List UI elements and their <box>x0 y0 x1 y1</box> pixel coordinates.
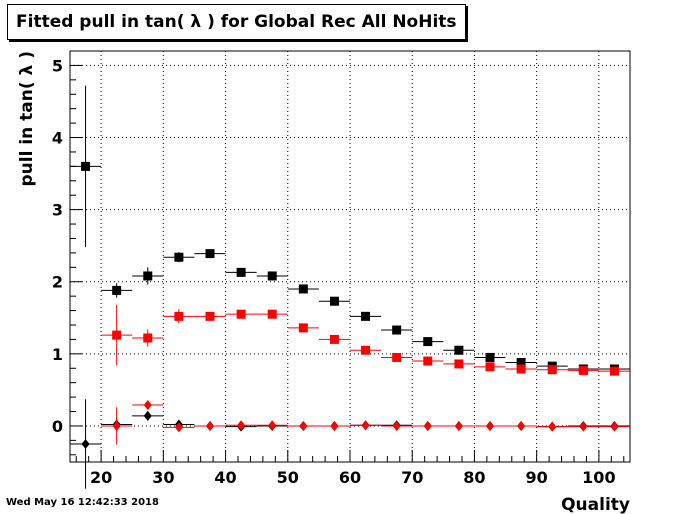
data-point-diamond <box>299 420 308 431</box>
x-axis-title: Quality <box>561 495 630 514</box>
data-point-square <box>423 356 433 366</box>
data-point-square <box>578 365 588 375</box>
data-point-diamond <box>610 421 619 432</box>
data-point-square <box>143 333 153 343</box>
title-box: Fitted pull in tan( λ ) for Global Rec A… <box>7 4 466 40</box>
data-point-square <box>329 334 339 344</box>
data-point-square <box>485 362 495 372</box>
data-point-square <box>329 296 339 306</box>
chart-title: Fitted pull in tan( λ ) for Global Rec A… <box>16 12 457 32</box>
series-3 <box>101 400 630 445</box>
data-point-diamond <box>392 420 401 431</box>
y-axis-title: pull in tan( λ ) <box>17 51 37 187</box>
data-point-diamond <box>237 420 246 431</box>
timestamp: Wed May 16 12:42:33 2018 <box>6 497 159 508</box>
data-point-diamond <box>174 422 183 433</box>
data-point-diamond <box>486 420 494 431</box>
data-point-square <box>112 330 122 340</box>
data-point-square <box>267 309 277 319</box>
x-tick-label: 70 <box>401 468 423 487</box>
y-tick-label: 4 <box>52 129 63 148</box>
data-point-diamond <box>361 420 370 431</box>
data-point-square <box>516 364 526 374</box>
data-point-diamond <box>143 410 152 421</box>
data-point-square <box>423 337 433 347</box>
x-tick-label: 80 <box>463 468 485 487</box>
y-tick-label: 5 <box>52 56 63 75</box>
x-tick-label: 40 <box>214 468 236 487</box>
data-point-square <box>454 345 464 355</box>
y-tick-label: 2 <box>52 273 63 292</box>
data-point-square <box>516 357 526 367</box>
data-point-square <box>81 161 91 171</box>
data-point-square <box>485 352 495 362</box>
data-point-square <box>392 325 402 335</box>
x-tick-label: 100 <box>582 468 615 487</box>
x-tick-label: 90 <box>526 468 548 487</box>
data-point-square <box>609 366 619 376</box>
data-point-diamond <box>81 438 90 449</box>
series-1 <box>101 304 630 376</box>
data-point-square <box>267 271 277 281</box>
y-tick-label: 3 <box>52 201 63 220</box>
plot-frame <box>69 50 631 463</box>
x-tick-label: 60 <box>339 468 361 487</box>
x-tick-label: 30 <box>152 468 174 487</box>
data-point-diamond <box>206 420 214 431</box>
x-tick-label: 50 <box>277 468 299 487</box>
data-point-square <box>174 252 184 262</box>
data-point-diamond <box>579 421 588 432</box>
data-point-square <box>236 267 246 277</box>
data-point-diamond <box>454 420 463 431</box>
x-tick-label: 20 <box>90 468 112 487</box>
data-point-diamond <box>423 420 432 431</box>
data-point-square <box>454 359 464 369</box>
data-point-diamond <box>548 421 557 432</box>
data-point-square <box>547 365 557 375</box>
data-point-diamond <box>517 420 526 431</box>
y-tick-label: 0 <box>52 417 63 436</box>
data-point-square <box>298 323 308 333</box>
data-point-square <box>361 345 371 355</box>
series-layer <box>70 85 630 489</box>
data-point-square <box>236 309 246 319</box>
data-point-diamond <box>330 420 339 431</box>
y-tick-label: 1 <box>52 345 63 364</box>
axes: 20 30 40 50 60 70 80 90 100 0 1 2 3 4 5 <box>52 50 625 487</box>
data-point-square <box>392 352 402 362</box>
data-point-square <box>205 249 215 259</box>
data-point-square <box>143 271 153 281</box>
data-point-diamond <box>143 400 152 411</box>
data-point-square <box>205 311 215 321</box>
data-point-square <box>361 311 371 321</box>
data-point-square <box>112 285 122 295</box>
data-point-diamond <box>268 420 277 431</box>
data-point-diamond <box>112 420 121 431</box>
data-point-square <box>174 311 184 321</box>
data-point-square <box>298 284 308 294</box>
